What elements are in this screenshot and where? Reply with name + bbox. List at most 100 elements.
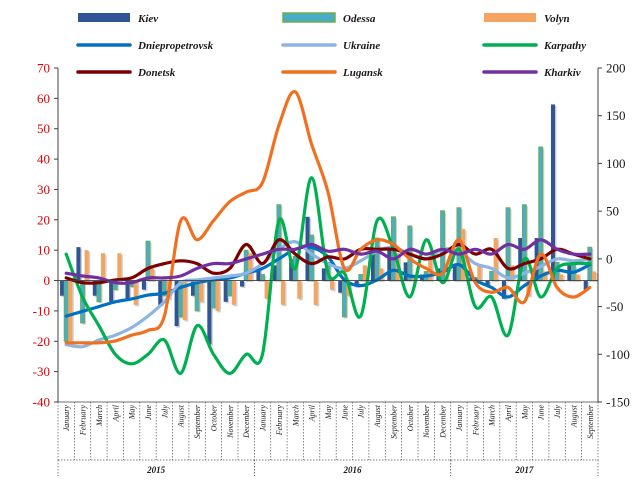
left-tick-label: 50 — [37, 121, 50, 136]
bar-volyn-31 — [575, 274, 580, 281]
month-label: October — [210, 404, 219, 431]
bar-volyn-30 — [559, 274, 564, 281]
bar-volyn-29 — [542, 271, 547, 281]
bar-kiev-13 — [272, 265, 277, 281]
right-tick-label: -150 — [606, 395, 630, 410]
line-series-kharkiv — [64, 238, 592, 285]
bar-kiev-0 — [60, 280, 65, 296]
bar-volyn-3 — [117, 253, 122, 281]
bar-odessa-12 — [260, 274, 265, 281]
left-tick-label: 20 — [37, 212, 50, 227]
bar-volyn-7 — [182, 280, 187, 321]
bar-volyn-16 — [330, 280, 335, 290]
bar-kiev-5 — [141, 280, 146, 290]
right-tick-label: -50 — [606, 299, 623, 314]
bar-kiev-10 — [223, 280, 228, 302]
legend-label-odessa: Odessa — [343, 13, 376, 25]
bar-odessa-19 — [374, 237, 380, 281]
bar-kiev-28 — [518, 238, 523, 281]
month-label: February — [275, 405, 284, 437]
bar-volyn-19 — [379, 268, 384, 281]
legend-label-donetsk: Donetsk — [137, 67, 176, 79]
bar-volyn-12 — [264, 280, 269, 299]
month-label: June — [144, 405, 153, 421]
bar-volyn-22 — [428, 256, 433, 281]
bar-volyn-14 — [297, 280, 302, 299]
month-label: May — [520, 405, 529, 421]
bar-odessa-28 — [521, 204, 527, 281]
left-tick-label: 30 — [37, 182, 50, 197]
legend-item-kharkiv: Kharkiv — [482, 67, 581, 79]
bar-odessa-0 — [63, 280, 69, 342]
legend-item-dniepropetrovsk: Dniepropetrovsk — [76, 40, 214, 52]
legend: Kiev Odessa Volyn Dniepropetrovsk Ukraine Kar… — [76, 12, 586, 79]
month-label: July — [160, 405, 169, 419]
month-label: February — [471, 405, 480, 437]
year-label-2015: 2015 — [146, 465, 166, 475]
legend-label-kiev: Kiev — [137, 13, 158, 25]
bar-odessa-18 — [358, 274, 364, 281]
month-label: November — [226, 404, 235, 439]
month-label: November — [422, 404, 431, 439]
bar-series-volyn — [68, 228, 598, 343]
bar-volyn-0 — [68, 280, 73, 342]
year-label-2016: 2016 — [343, 465, 363, 475]
right-tick-label: 50 — [606, 204, 619, 219]
bar-kiev-30 — [550, 104, 556, 281]
bar-kiev-19 — [370, 253, 376, 281]
legend-swatch-odessa — [282, 12, 336, 23]
month-label: January — [455, 405, 464, 432]
bar-volyn-1 — [84, 250, 89, 281]
bar-volyn-13 — [280, 280, 286, 305]
month-label: March — [488, 405, 497, 427]
bar-kiev-18 — [354, 280, 359, 287]
left-tick-label: -20 — [33, 334, 50, 349]
month-label: September — [586, 404, 595, 439]
line-series-group — [64, 90, 592, 376]
month-label: July — [357, 405, 366, 419]
bar-volyn-27 — [510, 265, 515, 281]
bar-volyn-18 — [362, 265, 367, 281]
bar-kiev-1 — [76, 247, 81, 281]
bar-kiev-25 — [469, 277, 474, 281]
bar-volyn-5 — [150, 268, 155, 281]
month-label: April — [308, 404, 317, 422]
month-label: December — [439, 404, 448, 439]
month-label: September — [193, 404, 202, 439]
month-label: June — [340, 405, 349, 421]
bar-kiev-24 — [452, 265, 457, 281]
line-series-donetsk — [64, 238, 592, 285]
legend-label-dniepropetrovsk: Dniepropetrovsk — [137, 40, 214, 52]
line-series-lugansk — [64, 90, 592, 345]
month-label: April — [111, 404, 120, 422]
month-label: September — [390, 404, 399, 439]
month-label: July — [553, 405, 562, 419]
year-label-2017: 2017 — [514, 465, 534, 475]
axes: 706050403020100-10-20-30-40200150100500-… — [33, 61, 630, 410]
line-series-ukraine — [64, 240, 592, 349]
left-tick-label: -30 — [33, 364, 50, 379]
right-tick-label: 0 — [606, 251, 613, 266]
month-label: August — [570, 404, 579, 428]
bar-volyn-2 — [100, 253, 106, 281]
bar-kiev-3 — [109, 280, 114, 302]
month-label: January — [259, 405, 268, 432]
month-label: December — [242, 404, 251, 439]
legend-label-volyn: Volyn — [544, 13, 570, 25]
legend-item-ukraine: Ukraine — [281, 40, 380, 52]
legend-item-donetsk: Donetsk — [76, 67, 176, 79]
bar-odessa-10 — [227, 280, 233, 297]
bar-odessa-11 — [243, 249, 249, 281]
bar-kiev-26 — [485, 280, 490, 287]
bar-odessa-17 — [341, 280, 347, 318]
bar-kiev-12 — [256, 268, 261, 281]
bar-kiev-14 — [289, 259, 294, 281]
legend-item-lugansk: Lugansk — [281, 67, 383, 79]
left-tick-label: 40 — [37, 152, 50, 167]
legend-swatch-volyn — [484, 13, 536, 22]
month-label: August — [177, 404, 186, 428]
bar-kiev-9 — [207, 280, 212, 345]
bar-odessa-15 — [309, 234, 315, 281]
left-tick-label: 0 — [44, 273, 51, 288]
